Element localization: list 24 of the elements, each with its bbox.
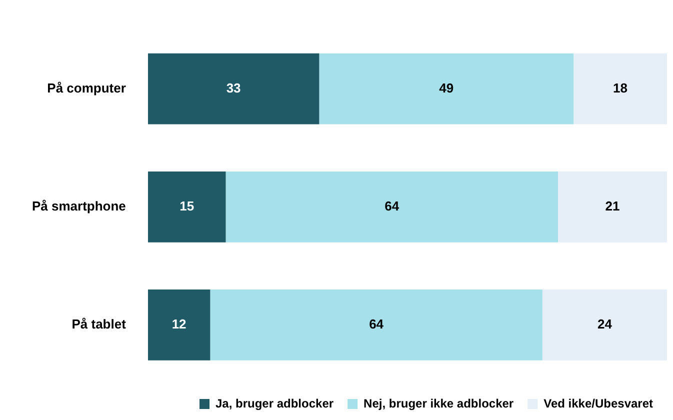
bar — [148, 171, 226, 242]
y-tick-label: På tablet — [72, 316, 127, 332]
data-label: 12 — [172, 316, 186, 332]
bar — [574, 53, 667, 124]
bar — [148, 290, 210, 360]
data-label: 64 — [384, 198, 400, 214]
y-tick-label: På computer — [47, 80, 126, 96]
legend-label: Nej, bruger ikke adblocker — [364, 396, 514, 410]
bar — [148, 53, 320, 124]
data-label: 33 — [226, 80, 241, 96]
y-tick-label: På smartphone — [32, 198, 126, 214]
bar — [226, 171, 558, 242]
data-label: 64 — [369, 316, 384, 332]
legend-label: Ja, bruger adblocker — [216, 396, 334, 410]
bar — [542, 290, 667, 360]
bar — [210, 290, 542, 360]
data-label: 24 — [597, 316, 613, 332]
data-label: 15 — [180, 198, 194, 214]
bar — [319, 53, 574, 124]
data-label: 21 — [605, 198, 620, 214]
bar — [558, 171, 667, 242]
data-label: 18 — [613, 80, 628, 96]
data-label: 49 — [439, 80, 454, 96]
legend-label: Ved ikke/Ubesvaret — [544, 396, 654, 410]
